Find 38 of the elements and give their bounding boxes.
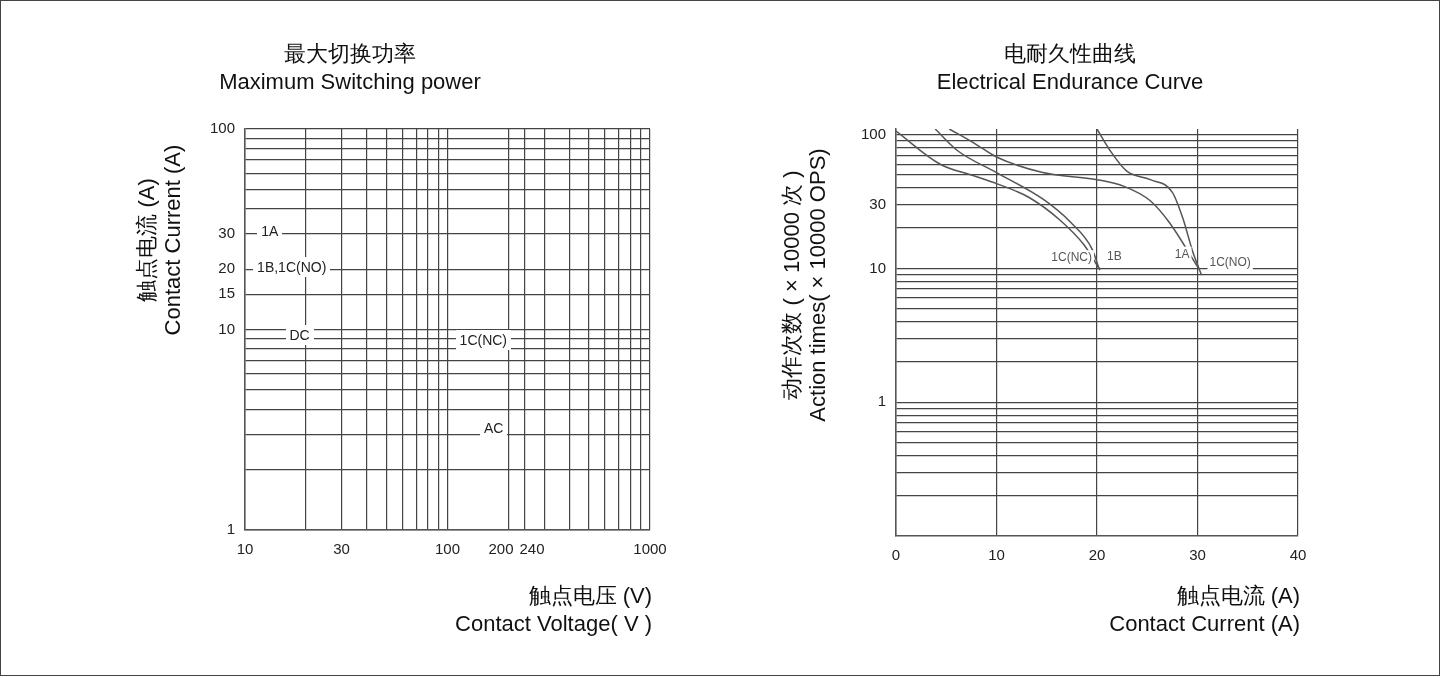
y-tick-label: 30	[218, 223, 235, 241]
x-tick-label: 30	[1189, 545, 1206, 563]
x-tick-label: 20	[1088, 545, 1106, 563]
y-tick-label: 100	[860, 124, 886, 142]
annotation: DC	[285, 325, 314, 346]
y-tick-label: 20	[218, 259, 235, 277]
x-axis-title: 触点电压 (V) Contact Voltage( V )	[454, 582, 652, 638]
series-label: 1C(NO)	[1209, 255, 1251, 270]
y-tick-label: 15	[218, 284, 235, 302]
x-tick-label: 1000	[633, 539, 667, 557]
annotation: 1B,1C(NO)	[253, 257, 331, 278]
chart-title: 电耐久性曲线	[1004, 41, 1136, 66]
annotation: 1C(NC)	[455, 329, 512, 350]
x-tick-label: 0	[891, 545, 901, 563]
chart-subtitle: Maximum Switching power	[219, 69, 481, 94]
series-label: 1C(NC)	[1051, 250, 1093, 265]
y-axis-title: 触点电流 (A) Contact Current (A)	[134, 143, 186, 338]
y-tick-label: 10	[218, 319, 235, 337]
chart-title: 最大切换功率	[284, 41, 416, 66]
annotation: AC	[479, 417, 508, 438]
chart-subtitle: Electrical Endurance Curve	[936, 69, 1204, 94]
y-tick-label: 30	[869, 194, 886, 212]
x-tick-label: 10	[236, 539, 254, 557]
x-tick-label: 200	[488, 539, 514, 557]
x-tick-label: 30	[333, 539, 350, 557]
y-tick-label: 100	[209, 119, 235, 137]
y-tick-label: 1	[877, 392, 886, 410]
x-tick-label: 40	[1289, 545, 1307, 563]
annotation: 1A	[257, 221, 283, 242]
series-label: 1A	[1174, 246, 1190, 261]
y-axis-title: 动作次数 ( × 10000 次 ) Action times( × 10000 OPS)	[779, 147, 831, 424]
y-tick-label: 10	[869, 258, 886, 276]
x-tick-label: 100	[434, 539, 461, 557]
series-label: 1B	[1107, 248, 1122, 263]
y-tick-label: 1	[226, 520, 235, 538]
x-tick-label: 240	[519, 539, 545, 557]
x-tick-label: 10	[988, 545, 1005, 563]
x-axis-title: 触点电流 (A) Contact Current (A)	[1108, 582, 1300, 638]
